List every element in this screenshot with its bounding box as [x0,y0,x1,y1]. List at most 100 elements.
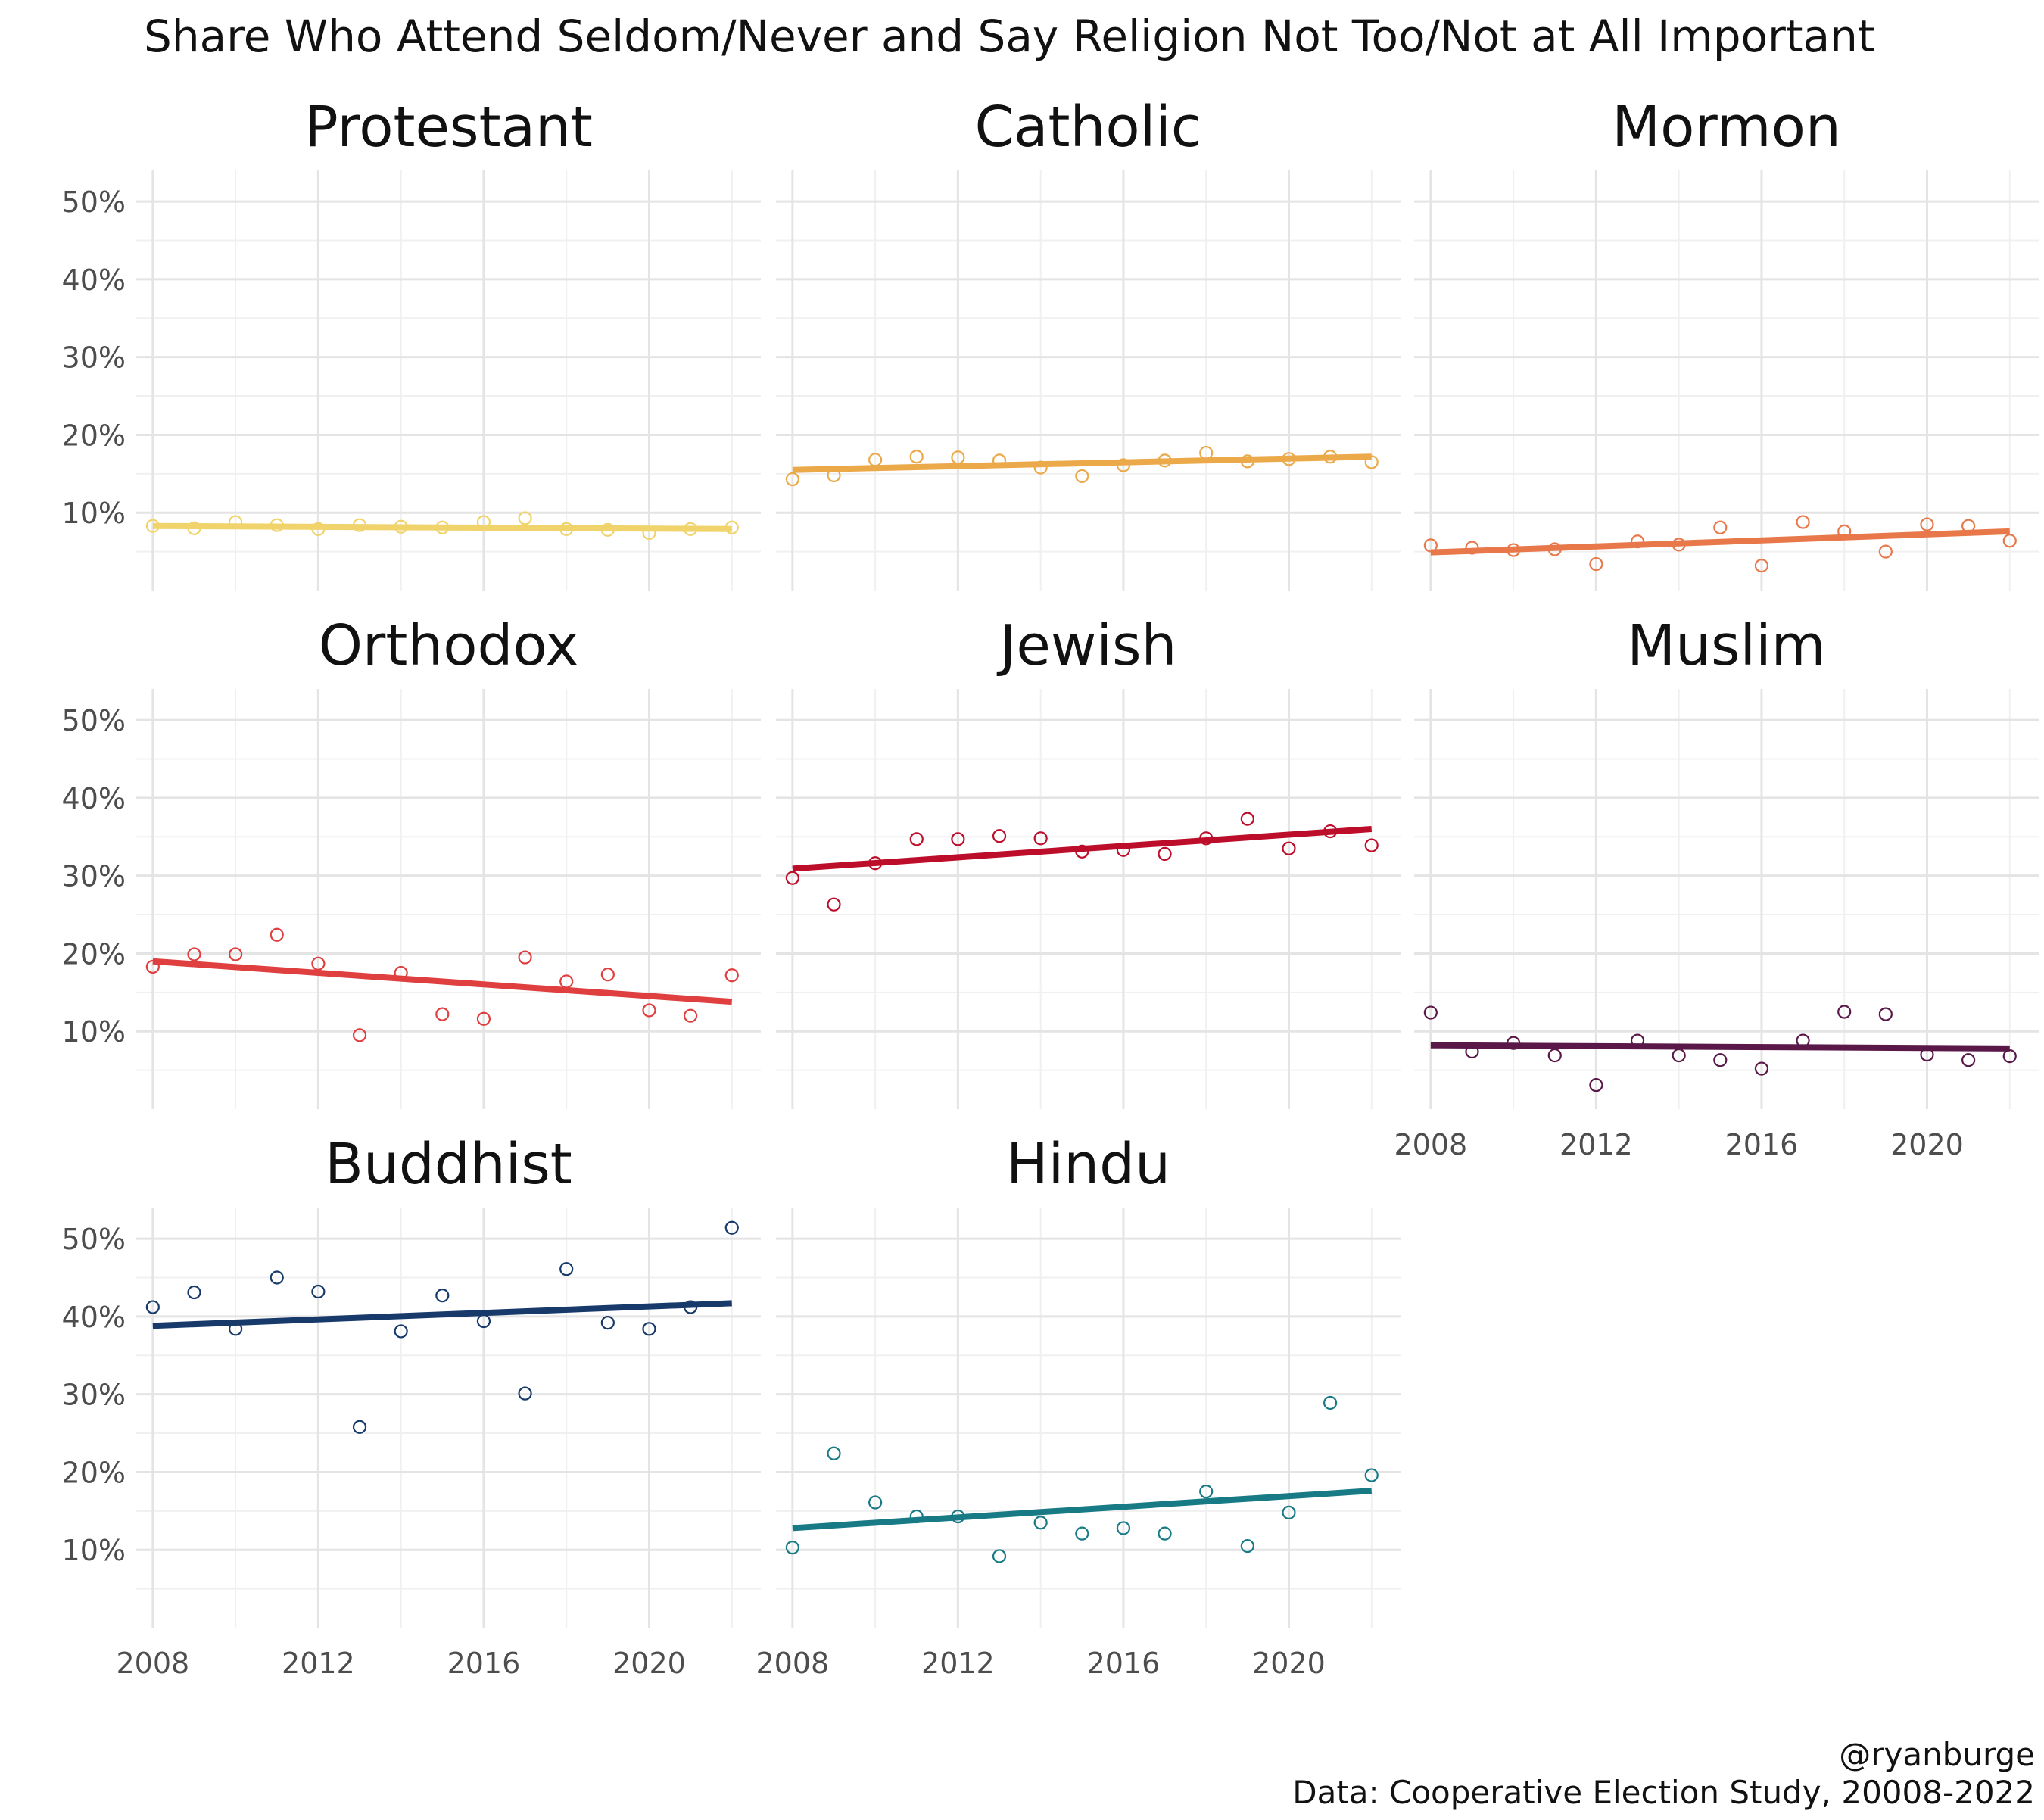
data-point [827,897,841,912]
chart-title: Share Who Attend Seldom/Never and Say Re… [144,11,1875,62]
trend-line-hindu [792,1488,1373,1532]
trend-line-muslim [1430,1042,2010,1052]
data-point [951,1509,965,1524]
trend-line-jewish [792,826,1373,872]
data-point [827,468,841,482]
data-point [1796,1033,1810,1048]
data-point [476,1314,491,1329]
data-point [992,453,1007,468]
data-point [1364,1468,1379,1482]
trend-line-catholic [792,453,1372,473]
y-tick-label: 30% [62,860,126,893]
trend-line-protestant [152,522,732,532]
data-point [1630,1033,1645,1048]
data-point [2002,534,2017,548]
facet-title-buddhist: Buddhist [325,1132,572,1197]
data-point [1465,541,1479,555]
data-point [229,515,243,529]
y-tick-label: 20% [62,419,126,452]
data-point [1754,559,1769,573]
data-point [435,1007,450,1021]
data-point [1199,831,1214,846]
data-point [435,1289,450,1303]
data-point [1158,453,1172,468]
data-point [1796,515,1810,529]
data-point [187,947,201,961]
x-tick-label: 2012 [921,1647,995,1680]
data-point [1920,517,1934,531]
data-point [868,1495,883,1510]
facet-title-hindu: Hindu [1006,1132,1170,1197]
data-point [229,947,243,961]
facet-title-protestant: Protestant [304,95,593,160]
data-point [1672,538,1686,552]
x-tick-label: 2016 [1087,1647,1161,1680]
data-point [785,1541,799,1555]
x-tick-label: 2016 [1725,1128,1799,1161]
data-point [1323,450,1338,464]
data-point [1158,846,1172,861]
data-point [1282,1505,1296,1519]
caption-source: Data: Cooperative Election Study, 20008-… [1292,1774,2035,1811]
data-point [1033,460,1048,475]
data-point [559,1262,574,1276]
y-tick-label: 50% [62,185,126,219]
data-point [270,927,284,942]
data-point [1199,1485,1214,1499]
data-point [1075,844,1089,859]
facet-buddhist: Buddhist 10% 20% 30% 40% 50% 2008 2012 2016 2020 [62,1132,761,1680]
data-point [1547,1048,1562,1063]
data-point [909,450,924,464]
data-point [909,1509,924,1524]
facet-protestant: Protestant 10% 20% 30% 40% 50% [62,95,761,591]
data-point [724,520,739,534]
y-tick-label: 20% [62,937,126,971]
data-point [1116,458,1131,472]
facet-title-mormon: Mormon [1612,95,1841,160]
data-point [1116,843,1131,857]
data-point [868,453,883,467]
x-tick-label: 2012 [1559,1128,1633,1161]
data-point [352,1420,367,1434]
data-point [1240,812,1254,826]
trend-line-buddhist [152,1300,732,1329]
data-point [352,1028,367,1042]
data-point [1507,1036,1521,1050]
data-point [352,518,367,532]
data-point [229,1322,243,1336]
x-tick-label: 2008 [1394,1128,1467,1161]
data-point [724,968,739,983]
data-point [684,1008,698,1023]
x-tick-label: 2008 [116,1647,189,1680]
y-tick-label: 50% [62,704,126,737]
y-tick-label: 40% [62,782,126,815]
data-point [1423,1005,1438,1020]
data-point [1240,454,1254,469]
data-point [1713,520,1728,534]
facet-title-catholic: Catholic [974,95,1201,160]
data-point [785,472,799,487]
data-point [1282,452,1296,466]
data-point [1423,538,1438,553]
data-point [785,871,799,885]
facet-muslim: Muslim 2008 2012 2016 2020 [1394,613,2039,1161]
data-point [2002,1049,2017,1064]
data-point [145,959,160,974]
y-tick-label: 50% [62,1223,126,1256]
data-point [684,522,698,536]
facet-title-jewish: Jewish [997,613,1177,678]
data-point [992,829,1007,843]
data-point [1961,1053,1976,1067]
data-point [951,832,965,846]
data-point [559,974,574,989]
data-point [1282,841,1296,855]
data-point [1364,838,1379,852]
data-point [1364,455,1379,469]
data-point [1158,1526,1172,1541]
data-point [1754,1061,1769,1076]
x-tick-label: 2020 [1890,1128,1964,1161]
data-point [1878,544,1893,559]
data-point [1323,824,1338,839]
data-point [311,522,326,536]
